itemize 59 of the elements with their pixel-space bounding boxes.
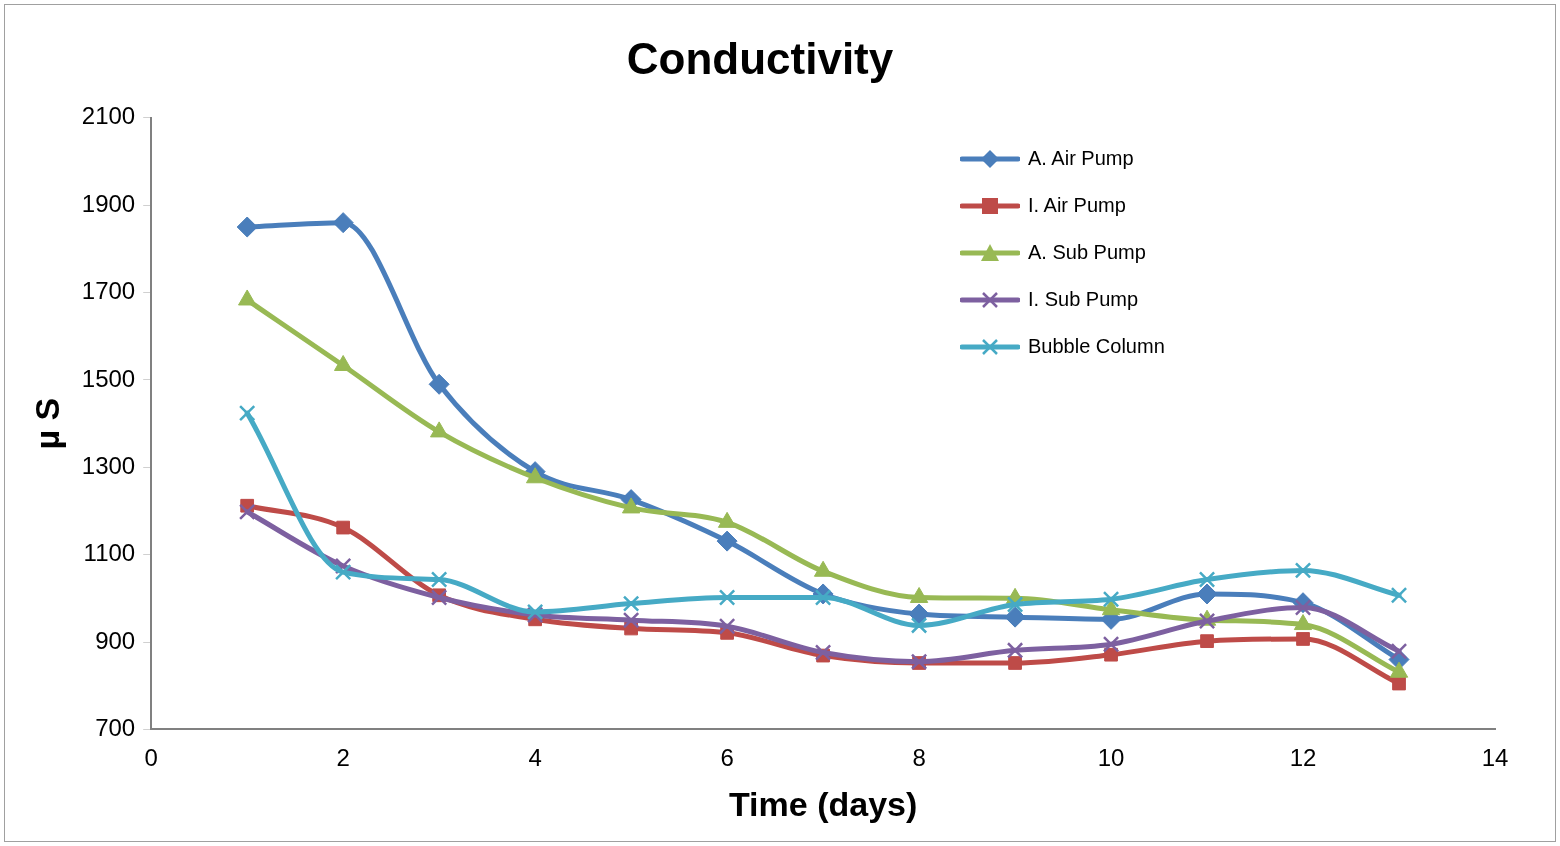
x-tick-label: 12 [1289, 744, 1317, 772]
point [1198, 571, 1216, 588]
y-tick-label: 2100 [81, 102, 136, 130]
y-tick-label: 900 [95, 626, 136, 654]
y-tick-label: 1500 [81, 364, 136, 392]
point [1006, 642, 1024, 659]
point [814, 589, 832, 606]
y-tick-label: 700 [95, 714, 136, 742]
point [238, 503, 256, 521]
point [1296, 632, 1310, 646]
point [1102, 635, 1120, 653]
point [1104, 647, 1118, 662]
point [336, 520, 351, 535]
y-axis-title: µ S [27, 397, 66, 450]
point [238, 404, 256, 422]
x-tick-label: 8 [912, 744, 926, 772]
legend-label: Bubble Column [1028, 335, 1165, 358]
point [1390, 642, 1408, 660]
point [1392, 676, 1406, 691]
point [718, 589, 736, 606]
point [1294, 562, 1312, 579]
point [716, 530, 738, 552]
point [910, 617, 928, 634]
legend-label: I. Air Pump [1028, 194, 1126, 217]
x-axis-title: Time (days) [728, 784, 918, 823]
point [814, 644, 832, 661]
point [1006, 596, 1024, 613]
x-tick-label: 6 [720, 744, 734, 772]
point [1198, 612, 1216, 630]
point [430, 571, 448, 588]
y-tick-label: 1100 [83, 539, 136, 567]
point [428, 373, 450, 395]
point [908, 603, 930, 625]
point [1200, 634, 1214, 649]
y-tick-label: 1900 [81, 189, 136, 217]
point [332, 212, 354, 234]
point [1008, 656, 1022, 670]
point [1293, 614, 1313, 631]
point [1294, 599, 1312, 616]
legend-label: A. Sub Pump [1028, 241, 1146, 264]
y-tick-label: 1300 [81, 451, 136, 479]
x-tick-label: 4 [528, 744, 542, 772]
chart-title: Conductivity [626, 33, 894, 83]
point [1390, 586, 1408, 604]
legend-label: A. Air Pump [1028, 147, 1134, 170]
point [718, 617, 736, 635]
legend-label: I. Sub Pump [1028, 288, 1139, 311]
point [622, 595, 640, 612]
x-tick-label: 10 [1097, 744, 1125, 772]
point [334, 563, 352, 581]
point [1196, 583, 1218, 605]
x-tick-label: 2 [336, 744, 350, 772]
point [622, 611, 640, 629]
point [1102, 590, 1120, 608]
point [236, 216, 258, 238]
x-tick-label: 0 [144, 744, 158, 772]
point [1004, 606, 1026, 628]
y-tick-label: 1700 [81, 277, 136, 305]
x-tick-label: 14 [1481, 744, 1509, 772]
